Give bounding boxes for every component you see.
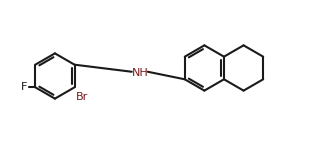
Text: Br: Br <box>76 92 88 102</box>
Text: F: F <box>21 82 27 92</box>
Text: NH: NH <box>131 68 148 78</box>
